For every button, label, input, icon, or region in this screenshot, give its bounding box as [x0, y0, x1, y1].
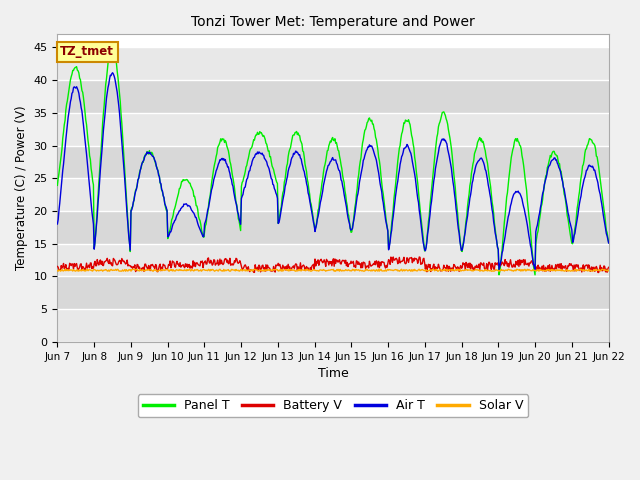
Bar — [58, 178, 609, 211]
Bar — [58, 309, 609, 342]
X-axis label: Time: Time — [317, 367, 348, 380]
Bar — [58, 244, 609, 276]
Text: TZ_tmet: TZ_tmet — [60, 45, 114, 58]
Bar — [58, 48, 609, 80]
Title: Tonzi Tower Met: Temperature and Power: Tonzi Tower Met: Temperature and Power — [191, 15, 475, 29]
Bar — [58, 211, 609, 244]
Bar — [58, 80, 609, 113]
Legend: Panel T, Battery V, Air T, Solar V: Panel T, Battery V, Air T, Solar V — [138, 394, 528, 417]
Bar — [58, 145, 609, 178]
Bar — [58, 276, 609, 309]
Y-axis label: Temperature (C) / Power (V): Temperature (C) / Power (V) — [15, 106, 28, 270]
Bar — [58, 113, 609, 145]
